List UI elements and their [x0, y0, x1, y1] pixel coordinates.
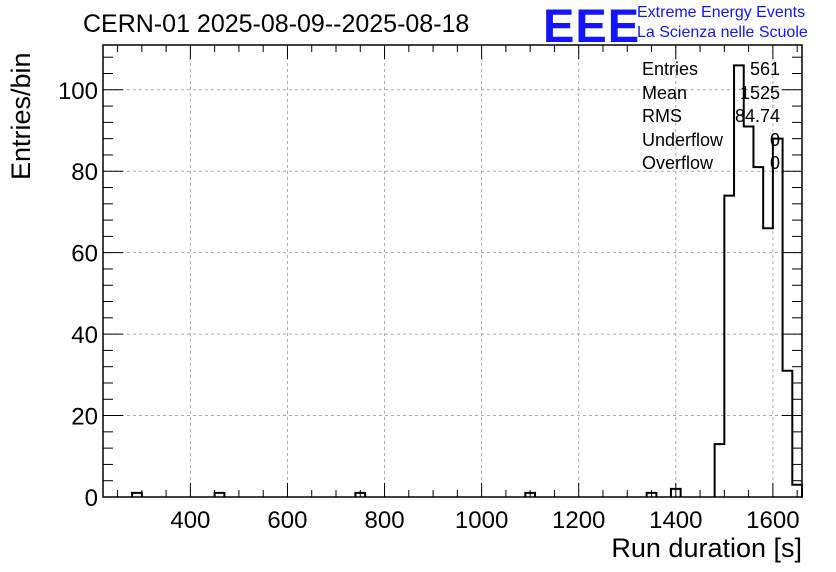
- stat-value: 1525: [739, 82, 780, 103]
- histogram-outline: [131, 64, 803, 497]
- y-axis-label: Entries/bin: [6, 52, 36, 180]
- stat-label: RMS: [642, 106, 682, 126]
- histogram-bin: [724, 196, 734, 497]
- eee-logo: EEE: [543, 0, 641, 52]
- histogram-bin: [763, 228, 773, 497]
- axis-ticks: [103, 45, 802, 498]
- x-tick-label: 800: [365, 507, 405, 534]
- stat-value: 84.74: [734, 106, 780, 126]
- x-axis-label: Run duration [s]: [611, 533, 802, 563]
- histogram-bars: [131, 64, 803, 497]
- x-tick-label: 400: [170, 507, 210, 534]
- x-tick-label: 1200: [552, 507, 605, 534]
- histogram-bin: [744, 126, 754, 497]
- tick-labels: 400 600 800 1000 1200 1400 1600 0 20 40 60 80 100: [58, 78, 800, 534]
- histogram-bin: [753, 167, 763, 497]
- y-tick-label: 40: [71, 322, 98, 349]
- stat-value: 0: [769, 129, 780, 150]
- y-tick-label: 60: [71, 241, 98, 268]
- histogram-bin: [773, 139, 783, 497]
- stat-value: 0: [769, 153, 780, 173]
- histogram-bin: [783, 371, 793, 497]
- histogram-bin: [792, 485, 802, 497]
- stat-underflow: Underflow 0: [642, 130, 780, 154]
- stat-entries: Entries 561: [642, 59, 780, 83]
- stat-mean: Mean 1525: [642, 83, 780, 107]
- stats-box: Entries 561 Mean 1525 RMS 84.74 Underflo…: [642, 59, 780, 177]
- x-tick-label: 1000: [455, 507, 508, 534]
- y-tick-label: 20: [71, 404, 98, 431]
- logo-line-1: Extreme Energy Events: [637, 4, 806, 21]
- histogram-bin: [715, 444, 725, 497]
- stat-rms: RMS 84.74: [642, 106, 780, 130]
- logo-line-2: La Scienza nelle Scuole: [637, 24, 808, 41]
- x-tick-label: 1600: [746, 507, 799, 534]
- y-tick-label: 100: [58, 78, 98, 105]
- chart-title: CERN-01 2025-08-09--2025-08-18: [83, 10, 470, 38]
- stat-label: Entries: [642, 59, 699, 79]
- stat-label: Overflow: [642, 153, 714, 173]
- histogram-bin: [671, 489, 681, 497]
- x-tick-label: 1400: [649, 507, 702, 534]
- y-tick-label: 80: [71, 159, 98, 186]
- stat-label: Underflow: [642, 129, 724, 150]
- y-tick-label: 0: [85, 485, 98, 512]
- x-tick-label: 600: [267, 507, 307, 534]
- stat-label: Mean: [642, 82, 688, 103]
- stat-value: 561: [749, 59, 780, 79]
- plot-frame: [102, 44, 803, 498]
- stat-overflow: Overflow 0: [642, 153, 780, 177]
